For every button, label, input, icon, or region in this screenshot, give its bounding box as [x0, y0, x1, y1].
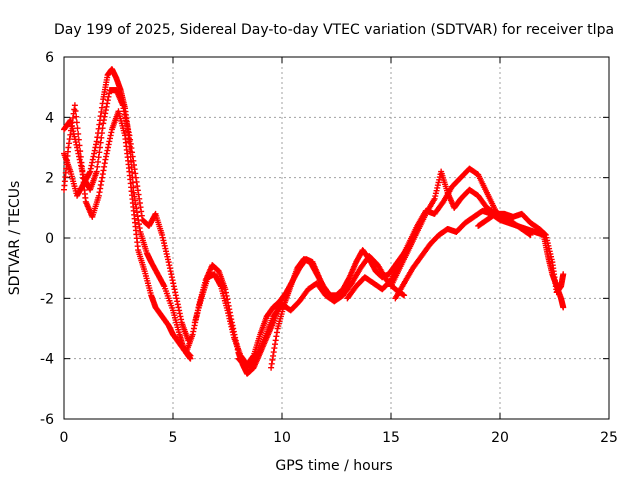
y-tick-label: -2	[40, 291, 54, 307]
y-tick-label: 6	[45, 50, 54, 66]
chart-title: Day 199 of 2025, Sidereal Day-to-day VTE…	[54, 22, 614, 38]
data-series	[61, 66, 567, 377]
data-point	[187, 355, 194, 362]
series-satellite-track-C	[61, 87, 192, 344]
y-tick-label: 2	[45, 171, 54, 187]
y-tick-label: 4	[45, 110, 54, 126]
x-tick-label: 10	[273, 430, 291, 446]
data-point	[401, 292, 408, 299]
y-tick-label: -4	[40, 352, 54, 368]
series-satellite-track-G	[268, 244, 412, 371]
series-satellite-track-H	[344, 165, 517, 302]
data-point	[73, 113, 80, 120]
series-satellite-track-A	[61, 66, 194, 359]
data-point	[251, 356, 258, 363]
x-tick-label: 25	[600, 430, 618, 446]
data-point	[73, 119, 80, 126]
x-tick-label: 15	[382, 430, 400, 446]
series-satellite-track-K	[475, 210, 567, 296]
grid	[64, 57, 609, 419]
y-axis-label: SDTVAR / TECUs	[7, 181, 23, 296]
x-tick-label: 5	[169, 430, 178, 446]
data-point	[560, 304, 567, 311]
x-tick-label: 0	[60, 430, 69, 446]
data-point	[71, 102, 78, 109]
x-axis-label: GPS time / hours	[275, 458, 392, 474]
axes: 0 5 10 15 20 25 -6 -4 -2 0 2 4 6	[40, 50, 618, 446]
data-point	[74, 125, 81, 132]
chart-text: Day 199 of 2025, Sidereal Day-to-day VTE…	[7, 22, 614, 474]
y-tick-label: -6	[40, 412, 54, 428]
data-point	[72, 107, 79, 114]
data-point	[560, 271, 567, 278]
x-tick-label: 20	[491, 430, 509, 446]
y-tick-label: 0	[45, 231, 54, 247]
